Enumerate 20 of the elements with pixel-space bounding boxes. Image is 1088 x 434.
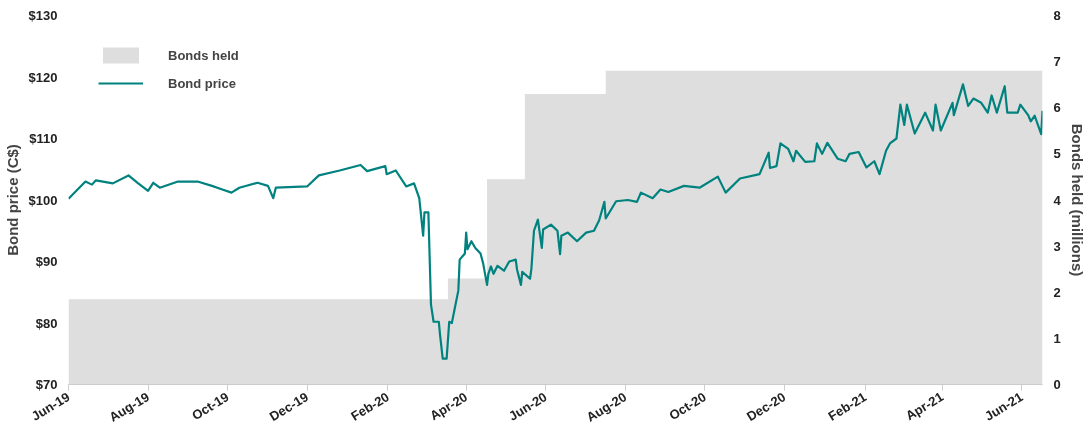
legend-label: Bond price [168, 75, 236, 91]
y-tick-label: $130 [28, 8, 58, 23]
y-tick-label: $100 [28, 192, 58, 208]
y-tick-label: $90 [35, 254, 58, 269]
y2-tick-label: 8 [1053, 8, 1061, 23]
y2-tick-label: 4 [1053, 192, 1062, 208]
y2-tick-label: 1 [1053, 330, 1061, 346]
y2-tick-label: 5 [1053, 146, 1061, 162]
y2-tick-label: 7 [1053, 54, 1061, 70]
y2-tick-label: 6 [1053, 100, 1061, 116]
y-tick-label: $80 [35, 315, 58, 331]
y2-tick-label: 2 [1053, 284, 1061, 300]
legend-label: Bonds held [168, 47, 239, 63]
y-tick-label: $70 [35, 377, 58, 392]
y2-tick-label: 3 [1053, 238, 1061, 254]
y2-tick-label: 0 [1053, 377, 1061, 392]
y-tick-label: $120 [28, 69, 58, 85]
y-tick-label: $110 [29, 131, 58, 146]
y-axis-title: Bond price (C$) [3, 144, 21, 256]
y2-axis-title: Bonds held (millions) [1068, 123, 1086, 277]
